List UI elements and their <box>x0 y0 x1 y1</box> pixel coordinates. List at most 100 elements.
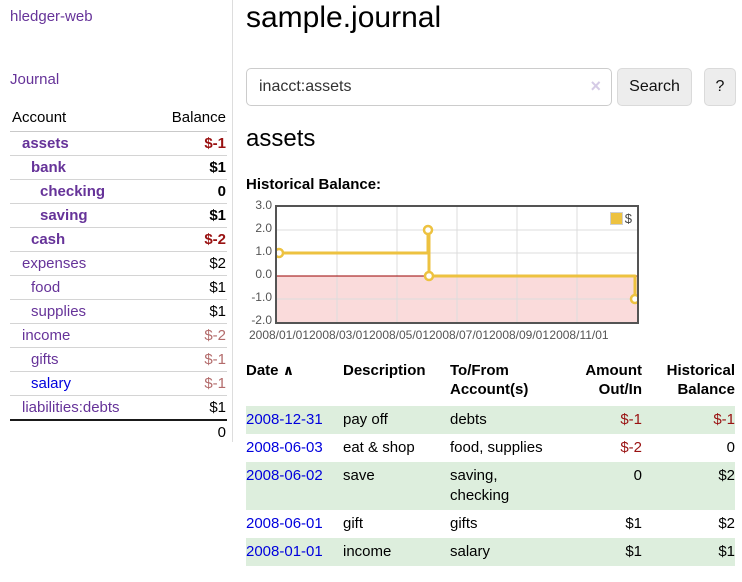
chart-legend: $ <box>609 211 632 226</box>
clear-search-icon[interactable]: × <box>590 76 601 96</box>
account-row: income $-2 <box>10 323 227 348</box>
legend-label: $ <box>624 211 632 226</box>
register-row: 2008-06-03 eat & shop food, supplies $-2… <box>246 434 735 462</box>
account-row: checking 0 <box>10 179 227 204</box>
account-row: gifts $-1 <box>10 347 227 372</box>
account-balance: $1 <box>152 155 227 180</box>
transaction-description: gift <box>343 515 364 532</box>
transaction-accounts: saving, checking <box>450 467 510 504</box>
account-row: cash $-2 <box>10 227 227 252</box>
account-link-supplies[interactable]: supplies <box>31 303 87 320</box>
account-row: supplies $1 <box>10 299 227 324</box>
transaction-balance: $2 <box>718 515 735 532</box>
transaction-description: pay off <box>343 411 388 428</box>
account-row: saving $1 <box>10 203 227 228</box>
account-link-food[interactable]: food <box>31 279 61 296</box>
amount-column-header: Amount Out/In <box>585 362 642 398</box>
account-balance: $-1 <box>152 371 227 396</box>
balance-column-header: Balance <box>152 106 227 132</box>
register-row: 2008-06-01 gift gifts $1 $2 <box>246 510 735 538</box>
sidebar: hledger-web Journal Account Balance asse… <box>0 0 233 444</box>
historical-balance-chart: 3.0 2.0 1.0 0.0 -1.0 -2.0 <box>246 198 686 348</box>
register-row: 2008-06-02 save saving, checking 0 $2 <box>246 462 735 510</box>
account-link-bank[interactable]: bank <box>31 159 67 176</box>
account-balance: $2 <box>152 251 227 276</box>
transaction-accounts: food, supplies <box>450 439 543 456</box>
account-balance: $-1 <box>152 347 227 372</box>
transaction-balance: $1 <box>718 543 735 560</box>
account-row: liabilities:debts $1 <box>10 395 227 421</box>
account-balance: $-1 <box>152 131 227 156</box>
help-button[interactable]: ? <box>704 68 736 106</box>
account-balance: $1 <box>152 395 227 421</box>
accounts-table-header: Account Balance <box>10 106 227 132</box>
transaction-accounts: debts <box>450 411 487 428</box>
description-column-header: Description <box>343 362 426 379</box>
account-balance: $1 <box>152 275 227 300</box>
transaction-amount: 0 <box>633 467 642 484</box>
account-row: bank $1 <box>10 155 227 180</box>
transaction-amount: $-1 <box>620 411 642 428</box>
transaction-date-link[interactable]: 2008-12-31 <box>246 411 323 428</box>
transaction-balance: $2 <box>718 467 735 484</box>
sidebar-item-journal[interactable]: Journal <box>10 71 60 88</box>
transaction-date-link[interactable]: 2008-01-01 <box>246 543 323 560</box>
y-tick-label: 0.0 <box>255 267 272 281</box>
date-column-header[interactable]: Date ∧ <box>246 362 295 379</box>
transaction-date-link[interactable]: 2008-06-03 <box>246 439 323 456</box>
page-title: sample.journal <box>246 1 442 34</box>
chart-plot-area: $ <box>275 205 639 324</box>
y-tick-label: 3.0 <box>255 198 272 212</box>
account-row: salary $-1 <box>10 371 227 396</box>
legend-swatch-icon <box>609 212 623 225</box>
transaction-date-link[interactable]: 2008-06-01 <box>246 515 323 532</box>
y-tick-label: 1.0 <box>255 244 272 258</box>
search-input[interactable] <box>246 68 612 106</box>
x-tick-label: 2008/05/01 <box>368 328 430 342</box>
sort-asc-icon: ∧ <box>282 362 295 378</box>
account-link-checking[interactable]: checking <box>40 183 106 200</box>
transaction-description: save <box>343 467 375 484</box>
account-link-assets[interactable]: assets <box>22 135 69 152</box>
y-tick-label: -2.0 <box>251 313 272 327</box>
account-row: assets $-1 <box>10 131 227 156</box>
register-table: Date ∧ Description To/From Account(s) Am… <box>246 359 735 566</box>
register-header-row: Date ∧ Description To/From Account(s) Am… <box>246 359 735 406</box>
account-row: food $1 <box>10 275 227 300</box>
account-link-expenses[interactable]: expenses <box>22 255 87 272</box>
account-row: expenses $2 <box>10 251 227 276</box>
x-tick-label: 2008/09/01 <box>488 328 550 342</box>
account-link-salary[interactable]: salary <box>31 375 72 392</box>
accounts-total-value: 0 <box>152 419 227 444</box>
transaction-balance: $-1 <box>713 411 735 428</box>
y-tick-label: -1.0 <box>251 290 272 304</box>
accounts-column-header: To/From Account(s) <box>450 362 529 398</box>
x-tick-label: 2008/03/01 <box>308 328 370 342</box>
chart-canvas <box>277 207 637 322</box>
transaction-date-link[interactable]: 2008-06-02 <box>246 467 323 484</box>
transaction-accounts: salary <box>450 543 491 560</box>
account-link-liabilities-debts[interactable]: liabilities:debts <box>22 399 120 416</box>
account-balance: $-2 <box>152 323 227 348</box>
accounts-balance-table: Account Balance assets $-1 bank $1 check… <box>10 106 227 444</box>
account-link-gifts[interactable]: gifts <box>31 351 59 368</box>
account-link-saving[interactable]: saving <box>40 207 88 224</box>
x-tick-label: 2008/07/01 <box>428 328 490 342</box>
account-balance: $1 <box>152 203 227 228</box>
account-balance: $-2 <box>152 227 227 252</box>
transaction-description: eat & shop <box>343 439 415 456</box>
account-heading: assets <box>246 125 316 152</box>
account-link-cash[interactable]: cash <box>31 231 66 248</box>
app-brand-link[interactable]: hledger-web <box>10 8 93 25</box>
account-balance: 0 <box>152 179 227 204</box>
y-tick-label: 2.0 <box>255 221 272 235</box>
search-form: × <box>246 68 612 106</box>
account-link-income[interactable]: income <box>22 327 71 344</box>
search-button[interactable]: Search <box>617 68 692 106</box>
chart-title: Historical Balance: <box>246 176 382 193</box>
x-tick-label: 2008/11/01 <box>549 328 609 342</box>
transaction-amount: $-2 <box>620 439 642 456</box>
transaction-description: income <box>343 543 392 560</box>
register-row: 2008-12-31 pay off debts $-1 $-1 <box>246 406 735 434</box>
transaction-amount: $1 <box>625 515 642 532</box>
